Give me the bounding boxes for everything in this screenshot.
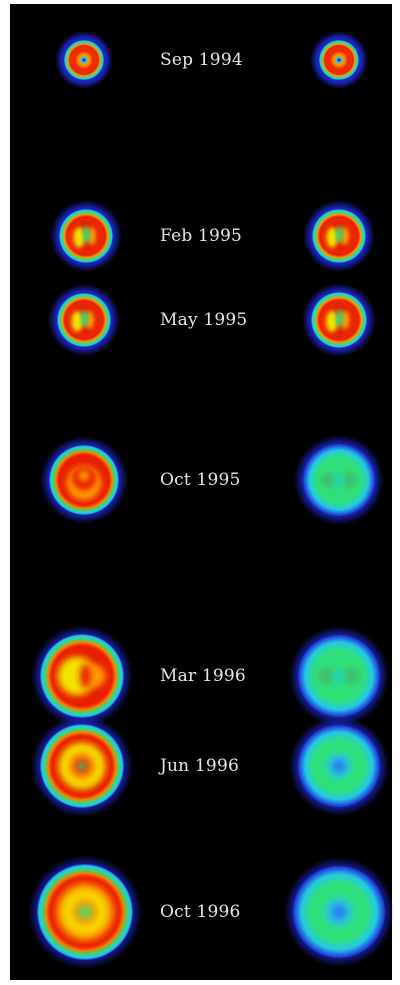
scan-image-right	[288, 715, 390, 817]
scan-date-label: Mar 1996	[160, 666, 246, 686]
scan-image-right	[302, 199, 376, 273]
scan-date-label: Oct 1996	[160, 902, 241, 922]
scan-image-left	[54, 30, 114, 90]
scan-date-label: Jun 1996	[160, 756, 239, 776]
scan-date-label: Feb 1995	[160, 226, 243, 246]
scan-image-left	[49, 199, 123, 273]
scan-image-left	[30, 714, 134, 818]
scan-image-right	[288, 625, 390, 727]
scan-image-right	[283, 856, 395, 968]
scan-image-left	[30, 624, 134, 728]
scan-image-left	[39, 435, 129, 525]
scan-image-left	[27, 854, 143, 970]
scan-panel: Sep 1994 Feb 1995 May 1995 Oct 1995 Mar 1996…	[10, 4, 395, 980]
scan-image-right	[301, 282, 377, 358]
scan-image-right	[293, 434, 385, 526]
scan-image-left	[47, 283, 121, 357]
scan-date-label: May 1995	[160, 310, 248, 330]
scan-date-label: Oct 1995	[160, 470, 241, 490]
scan-date-label: Sep 1994	[160, 50, 243, 70]
scan-image-right	[309, 30, 369, 90]
